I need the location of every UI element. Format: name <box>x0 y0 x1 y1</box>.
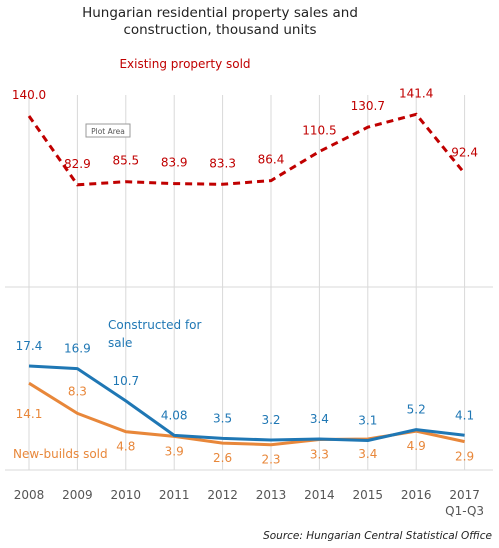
label-new-builds-2009: 8.3 <box>68 384 87 398</box>
label-constructed-2015: 3.1 <box>358 414 377 428</box>
x-axis: 2008 2009 2010 2011 2012 2013 2014 2015 2016 2017… <box>14 488 484 518</box>
label-constructed-2010: 10.7 <box>112 374 139 388</box>
label-constructed-2014: 3.4 <box>310 412 329 426</box>
label-constructed-2009: 16.9 <box>64 342 91 356</box>
x-tick-2008: 2008 <box>14 488 45 502</box>
x-tick-2012: 2012 <box>207 488 238 502</box>
label-constructed-2012: 3.5 <box>213 411 232 425</box>
legend-constructed-line-1: Constructed for <box>108 318 202 332</box>
plot-area-text: Plot Area <box>91 127 125 136</box>
label-existing-2013: 86.4 <box>258 153 285 167</box>
label-constructed-2008: 17.4 <box>16 339 43 353</box>
label-constructed-2011: 4.08 <box>161 408 188 422</box>
x-tick-2011: 2011 <box>159 488 190 502</box>
x-tick-2013: 2013 <box>256 488 287 502</box>
label-new-builds-2011: 3.9 <box>165 444 184 458</box>
data-labels: 140.0 82.9 85.5 83.9 83.3 86.4 110.5 130.7 141.4… <box>12 86 478 466</box>
x-tick-2009: 2009 <box>62 488 93 502</box>
label-new-builds-2016: 4.9 <box>407 439 426 453</box>
label-existing-2010: 85.5 <box>112 154 139 168</box>
label-constructed-2017: 4.1 <box>455 408 474 422</box>
label-new-builds-2017: 2.9 <box>455 450 474 464</box>
label-existing-2017: 92.4 <box>451 145 478 159</box>
label-existing-2009: 82.9 <box>64 157 91 171</box>
label-existing-2014: 110.5 <box>302 124 336 138</box>
label-constructed-2013: 3.2 <box>261 413 280 427</box>
series-layer <box>27 112 466 447</box>
label-new-builds-2012: 2.6 <box>213 451 232 465</box>
line-new-builds-sold <box>28 381 465 447</box>
label-existing-2015: 130.7 <box>351 99 385 113</box>
label-existing-2016: 141.4 <box>399 86 433 100</box>
legend-existing-property: Existing property sold <box>119 57 250 71</box>
line-constructed-for-sale <box>28 364 465 442</box>
x-tick-2017: 2017 <box>449 488 480 502</box>
chart-title-line-2: construction, thousand units <box>123 22 316 38</box>
label-constructed-2016: 5.2 <box>407 403 426 417</box>
source-note: Source: Hungarian Central Statistical Of… <box>263 530 492 542</box>
legend-new-builds: New-builds sold <box>13 447 108 461</box>
label-new-builds-2010: 4.8 <box>116 440 135 454</box>
label-existing-2008: 140.0 <box>12 88 46 102</box>
plot-area-box <box>85 123 131 138</box>
label-existing-2011: 83.9 <box>161 156 188 170</box>
x-tick-2014: 2014 <box>304 488 335 502</box>
legend-constructed-line-2: sale <box>108 336 132 350</box>
x-tick-2015: 2015 <box>353 488 384 502</box>
x-tick-2010: 2010 <box>111 488 142 502</box>
line-existing-property-sold <box>27 112 466 187</box>
plot-area-annotation: Plot Area <box>85 123 131 138</box>
label-new-builds-2014: 3.3 <box>310 448 329 462</box>
chart-title-line-1: Hungarian residential property sales and <box>82 5 358 21</box>
gridlines <box>5 95 493 471</box>
label-new-builds-2008: 14.1 <box>16 407 43 421</box>
x-tick-2016: 2016 <box>401 488 432 502</box>
label-existing-2012: 83.3 <box>209 156 236 170</box>
x-tick-sub-2017: Q1-Q3 <box>445 504 484 518</box>
label-new-builds-2015: 3.4 <box>358 447 377 461</box>
label-new-builds-2013: 2.3 <box>261 453 280 467</box>
